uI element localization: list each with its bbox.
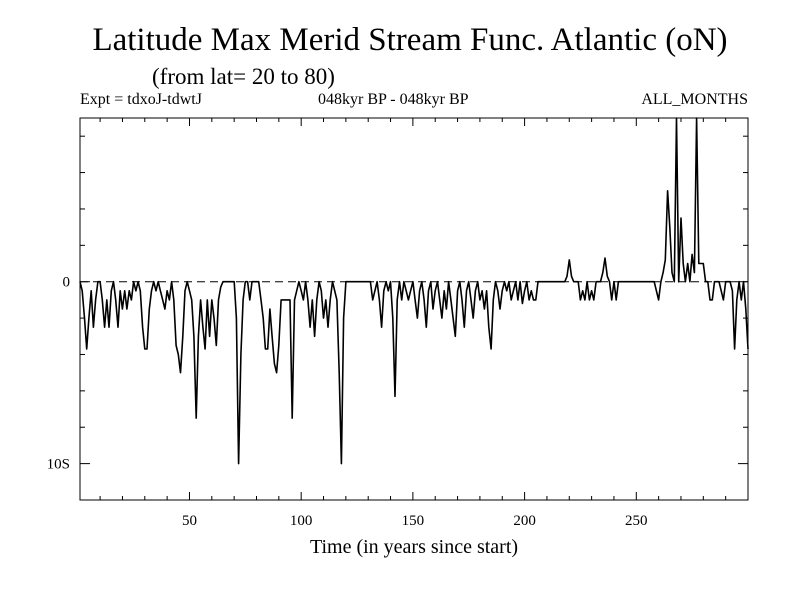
x-tick-label-150: 150 [402, 513, 425, 529]
x-tick-label-250: 250 [625, 513, 648, 529]
chart-subtitle: (from lat= 20 to 80) [152, 64, 335, 89]
chart-title: Latitude Max Merid Stream Func. Atlantic… [92, 22, 728, 58]
x-axis-label: Time (in years since start) [310, 536, 518, 558]
x-tick-label-100: 100 [290, 513, 313, 529]
y-axis: 0 10S [47, 135, 748, 501]
x-tick-label-50: 50 [182, 513, 197, 529]
x-axis: 50 100 150 200 250 [99, 118, 727, 529]
series-line [79, 117, 749, 465]
months-label: ALL_MONTHS [641, 91, 748, 108]
y-tick-label-0: 0 [63, 275, 71, 291]
experiment-label: Expt = tdxoJ-tdwtJ [80, 91, 202, 108]
y-tick-label-10S: 10S [47, 457, 70, 473]
plot-frame [79, 117, 749, 501]
period-label: 048kyr BP - 048kyr BP [318, 91, 469, 108]
x-tick-label-200: 200 [513, 513, 536, 529]
